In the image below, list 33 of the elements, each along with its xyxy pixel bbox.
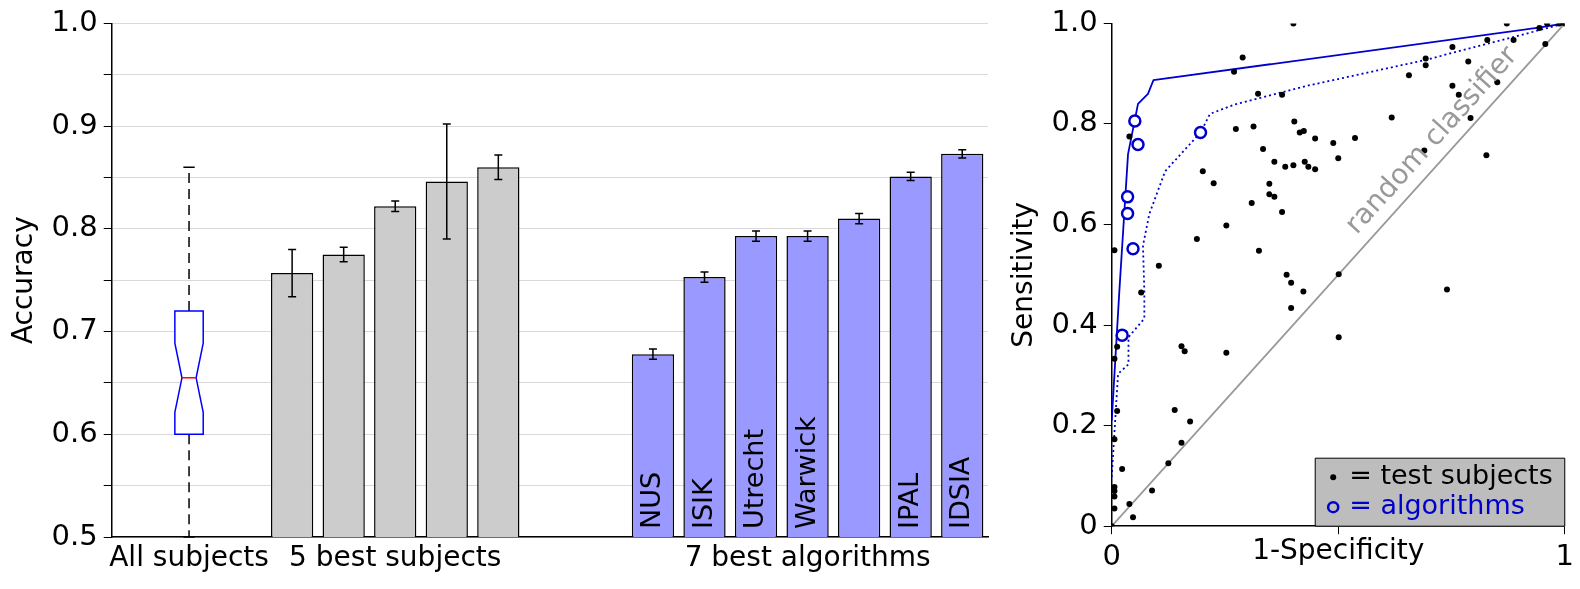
y-tick-label: 0.9 [51, 106, 98, 141]
y-axis-title: Accuracy [6, 216, 40, 345]
y-tick-label: 1.0 [51, 3, 98, 38]
y-tick-label: 0.6 [1051, 205, 1098, 240]
text: 7 best algorithms [684, 540, 931, 574]
y-tick-label: 0.7 [51, 312, 98, 347]
text: All subjects [109, 540, 269, 574]
x-tick-label: ISIK [686, 476, 718, 529]
point [1120, 190, 1135, 204]
x-axis-title: 1-Specificity [1252, 533, 1425, 567]
y-tick-label: 0.2 [1051, 406, 1098, 441]
y-tick-label: 1.0 [1051, 3, 1098, 38]
x-tick-label: Utrecht [738, 428, 770, 529]
y-tick-label: 0.5 [51, 517, 98, 552]
point [1126, 241, 1140, 256]
x-tick-label: NUS [634, 471, 666, 529]
legend-label: = algorithms [1349, 489, 1525, 521]
y-axis-title: Sensitivity [1006, 201, 1040, 348]
x-tick-label: IDSIA [944, 456, 976, 529]
point [1193, 125, 1208, 140]
x-tick-label: Warwick [789, 415, 821, 529]
y-tick-label: 0.4 [1051, 305, 1098, 340]
point [1115, 328, 1129, 342]
y-tick-label: 0.8 [1051, 104, 1098, 139]
text: 5 best subjects [289, 540, 502, 574]
point [1120, 206, 1135, 221]
legend-label: = test subjects [1349, 459, 1553, 491]
point [1131, 137, 1145, 152]
x-tick-label: IPAL [892, 472, 924, 529]
y-tick-label: 0.6 [51, 414, 98, 449]
point [1128, 114, 1142, 128]
x-tick-label: 1 [1555, 538, 1574, 573]
y-tick-label: 0.8 [51, 209, 98, 244]
